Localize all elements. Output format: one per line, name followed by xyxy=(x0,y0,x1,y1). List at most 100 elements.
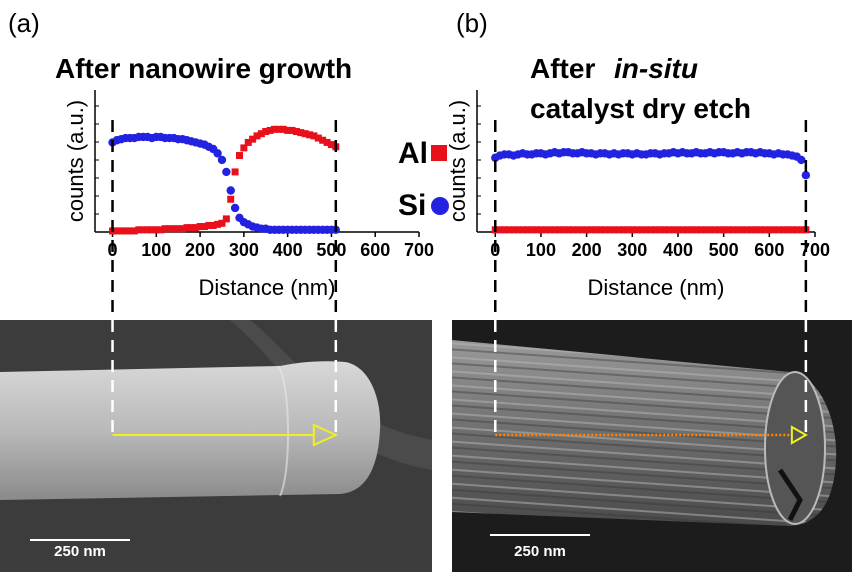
al-point xyxy=(624,226,632,234)
al-point xyxy=(761,226,769,234)
x-tick-label: 700 xyxy=(800,240,830,260)
al-point xyxy=(596,226,604,234)
al-point xyxy=(665,226,673,234)
al-point xyxy=(637,226,645,234)
al-point xyxy=(301,130,309,138)
legend-swatch xyxy=(431,197,449,215)
al-point xyxy=(546,226,554,234)
al-point xyxy=(262,128,270,136)
al-point xyxy=(148,226,156,234)
si-point xyxy=(797,155,806,165)
scan-arrow-head xyxy=(790,425,808,445)
al-point xyxy=(651,226,659,234)
al-point xyxy=(592,226,600,234)
al-point xyxy=(560,226,568,234)
al-point xyxy=(306,131,314,139)
al-point xyxy=(660,226,668,234)
al-point xyxy=(733,226,741,234)
al-point xyxy=(222,215,230,223)
al-point xyxy=(310,132,318,140)
al-point xyxy=(528,226,536,234)
al-point xyxy=(187,224,195,232)
al-point xyxy=(519,226,527,234)
al-point xyxy=(697,226,705,234)
legend-label: Al xyxy=(398,137,428,170)
al-point xyxy=(610,226,618,234)
x-tick-label: 400 xyxy=(663,240,693,260)
x-axis-label: Distance (nm) xyxy=(588,275,725,300)
x-tick-label: 200 xyxy=(185,240,215,260)
al-point xyxy=(183,224,191,232)
x-tick-label: 300 xyxy=(229,240,259,260)
al-point xyxy=(674,226,682,234)
al-point xyxy=(587,226,595,234)
al-point xyxy=(797,226,805,234)
al-point xyxy=(205,221,213,229)
al-point xyxy=(122,227,130,235)
al-point xyxy=(275,125,283,133)
sem-image-a xyxy=(0,320,432,572)
al-point xyxy=(784,226,792,234)
al-point xyxy=(157,226,165,234)
al-point xyxy=(510,226,518,234)
al-point xyxy=(715,226,723,234)
al-point xyxy=(551,226,559,234)
si-point xyxy=(226,186,235,195)
y-axis-label: counts (a.u.) xyxy=(63,100,88,222)
al-point xyxy=(327,141,335,149)
al-point xyxy=(500,226,508,234)
al-point xyxy=(532,226,540,234)
chart-title: After nanowire growth xyxy=(55,53,352,84)
si-point xyxy=(222,167,231,177)
al-point xyxy=(747,226,755,234)
al-point xyxy=(711,226,719,234)
scale-bar-label: 250 nm xyxy=(54,543,106,560)
al-point xyxy=(583,226,591,234)
al-point xyxy=(126,227,134,235)
al-point xyxy=(200,223,208,231)
al-point xyxy=(523,226,531,234)
legend-swatch xyxy=(431,145,447,161)
al-point xyxy=(788,226,796,234)
al-point xyxy=(514,226,522,234)
al-point xyxy=(244,138,252,146)
scale-bar-label: 250 nm xyxy=(514,543,566,560)
al-point xyxy=(656,226,664,234)
al-point xyxy=(196,223,204,231)
x-tick-label: 700 xyxy=(404,240,434,260)
al-point xyxy=(113,227,121,235)
al-point xyxy=(288,126,296,134)
scan-arrow-head xyxy=(312,423,339,447)
al-point xyxy=(144,226,152,234)
al-point xyxy=(139,226,147,234)
al-point xyxy=(615,226,623,234)
al-point xyxy=(793,226,801,234)
x-tick-label: 500 xyxy=(316,240,346,260)
al-point xyxy=(605,226,613,234)
al-point xyxy=(231,168,239,176)
al-point xyxy=(770,226,778,234)
x-tick-label: 300 xyxy=(617,240,647,260)
al-point xyxy=(692,226,700,234)
x-tick-label: 600 xyxy=(754,240,784,260)
panel-label: (a) xyxy=(8,8,40,38)
al-point xyxy=(756,226,764,234)
al-point xyxy=(117,227,125,235)
al-point xyxy=(679,226,687,234)
al-point xyxy=(214,220,222,228)
al-point xyxy=(253,132,261,140)
al-point xyxy=(130,227,138,235)
al-point xyxy=(569,226,577,234)
si-point xyxy=(217,155,227,165)
al-point xyxy=(701,226,709,234)
al-point xyxy=(192,224,200,232)
chart-title: catalyst dry etch xyxy=(530,93,751,124)
al-point xyxy=(724,226,732,234)
al-point xyxy=(647,226,655,234)
al-point xyxy=(752,226,760,234)
x-tick-label: 600 xyxy=(360,240,390,260)
al-point xyxy=(774,226,782,234)
al-point xyxy=(642,226,650,234)
al-point xyxy=(314,134,322,142)
al-point xyxy=(573,226,581,234)
